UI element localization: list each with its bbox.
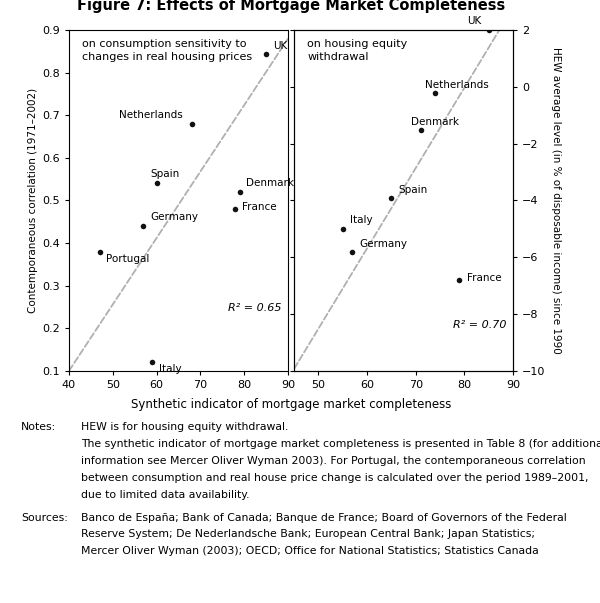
Text: Netherlands: Netherlands [119, 110, 183, 119]
Point [152, 178, 161, 188]
Text: between consumption and real house price change is calculated over the period 19: between consumption and real house price… [81, 473, 589, 483]
Text: Sources:: Sources: [21, 513, 68, 523]
Point [148, 358, 157, 367]
Text: Netherlands: Netherlands [425, 80, 489, 90]
Text: HEW is for housing equity withdrawal.: HEW is for housing equity withdrawal. [81, 422, 289, 432]
Point [455, 275, 464, 285]
Text: Notes:: Notes: [21, 422, 56, 432]
Text: Figure 7: Effects of Mortgage Market Completeness: Figure 7: Effects of Mortgage Market Com… [77, 0, 505, 13]
Point [338, 224, 347, 234]
Text: Germany: Germany [360, 239, 408, 249]
Text: France: France [467, 273, 502, 283]
Text: information see Mercer Oliver Wyman 2003). For Portugal, the contemporaneous cor: information see Mercer Oliver Wyman 2003… [81, 456, 586, 466]
Point [95, 247, 104, 256]
Point [416, 125, 425, 134]
Text: Denmark: Denmark [411, 116, 459, 127]
Text: Synthetic indicator of mortgage market completeness: Synthetic indicator of mortgage market c… [131, 398, 451, 411]
Text: due to limited data availability.: due to limited data availability. [81, 490, 250, 500]
Point [235, 187, 245, 197]
Text: R² = 0.70: R² = 0.70 [453, 320, 506, 330]
Y-axis label: HEW average level (in % of disposable income) since 1990: HEW average level (in % of disposable in… [551, 47, 561, 354]
Text: Banco de España; Bank of Canada; Banque de France; Board of Governors of the Fed: Banco de España; Bank of Canada; Banque … [81, 513, 567, 523]
Text: on housing equity
withdrawal: on housing equity withdrawal [307, 39, 407, 62]
Point [386, 193, 396, 203]
Text: Reserve System; De Nederlandsche Bank; European Central Bank; Japan Statistics;: Reserve System; De Nederlandsche Bank; E… [81, 529, 535, 540]
Text: The synthetic indicator of mortgage market completeness is presented in Table 8 : The synthetic indicator of mortgage mark… [81, 439, 600, 449]
Y-axis label: Contemporaneous correlation (1971–2002): Contemporaneous correlation (1971–2002) [28, 88, 38, 313]
Text: Italy: Italy [159, 364, 181, 374]
Text: R² = 0.65: R² = 0.65 [228, 303, 281, 313]
Text: Portugal: Portugal [106, 254, 149, 264]
Text: UK: UK [467, 16, 481, 26]
Point [484, 25, 493, 35]
Text: Italy: Italy [350, 215, 373, 225]
Point [347, 247, 357, 256]
Point [430, 88, 440, 98]
Point [139, 221, 148, 231]
Text: France: France [242, 203, 277, 212]
Point [262, 49, 271, 58]
Point [230, 204, 240, 214]
Text: Mercer Oliver Wyman (2003); OECD; Office for National Statistics; Statistics Can: Mercer Oliver Wyman (2003); OECD; Office… [81, 546, 539, 557]
Text: on consumption sensitivity to
changes in real housing prices: on consumption sensitivity to changes in… [82, 39, 252, 62]
Text: Denmark: Denmark [247, 178, 295, 188]
Text: Germany: Germany [150, 212, 198, 222]
Point [187, 119, 196, 128]
Text: Spain: Spain [150, 169, 179, 179]
Text: Spain: Spain [398, 185, 428, 195]
Text: UK: UK [272, 42, 287, 51]
